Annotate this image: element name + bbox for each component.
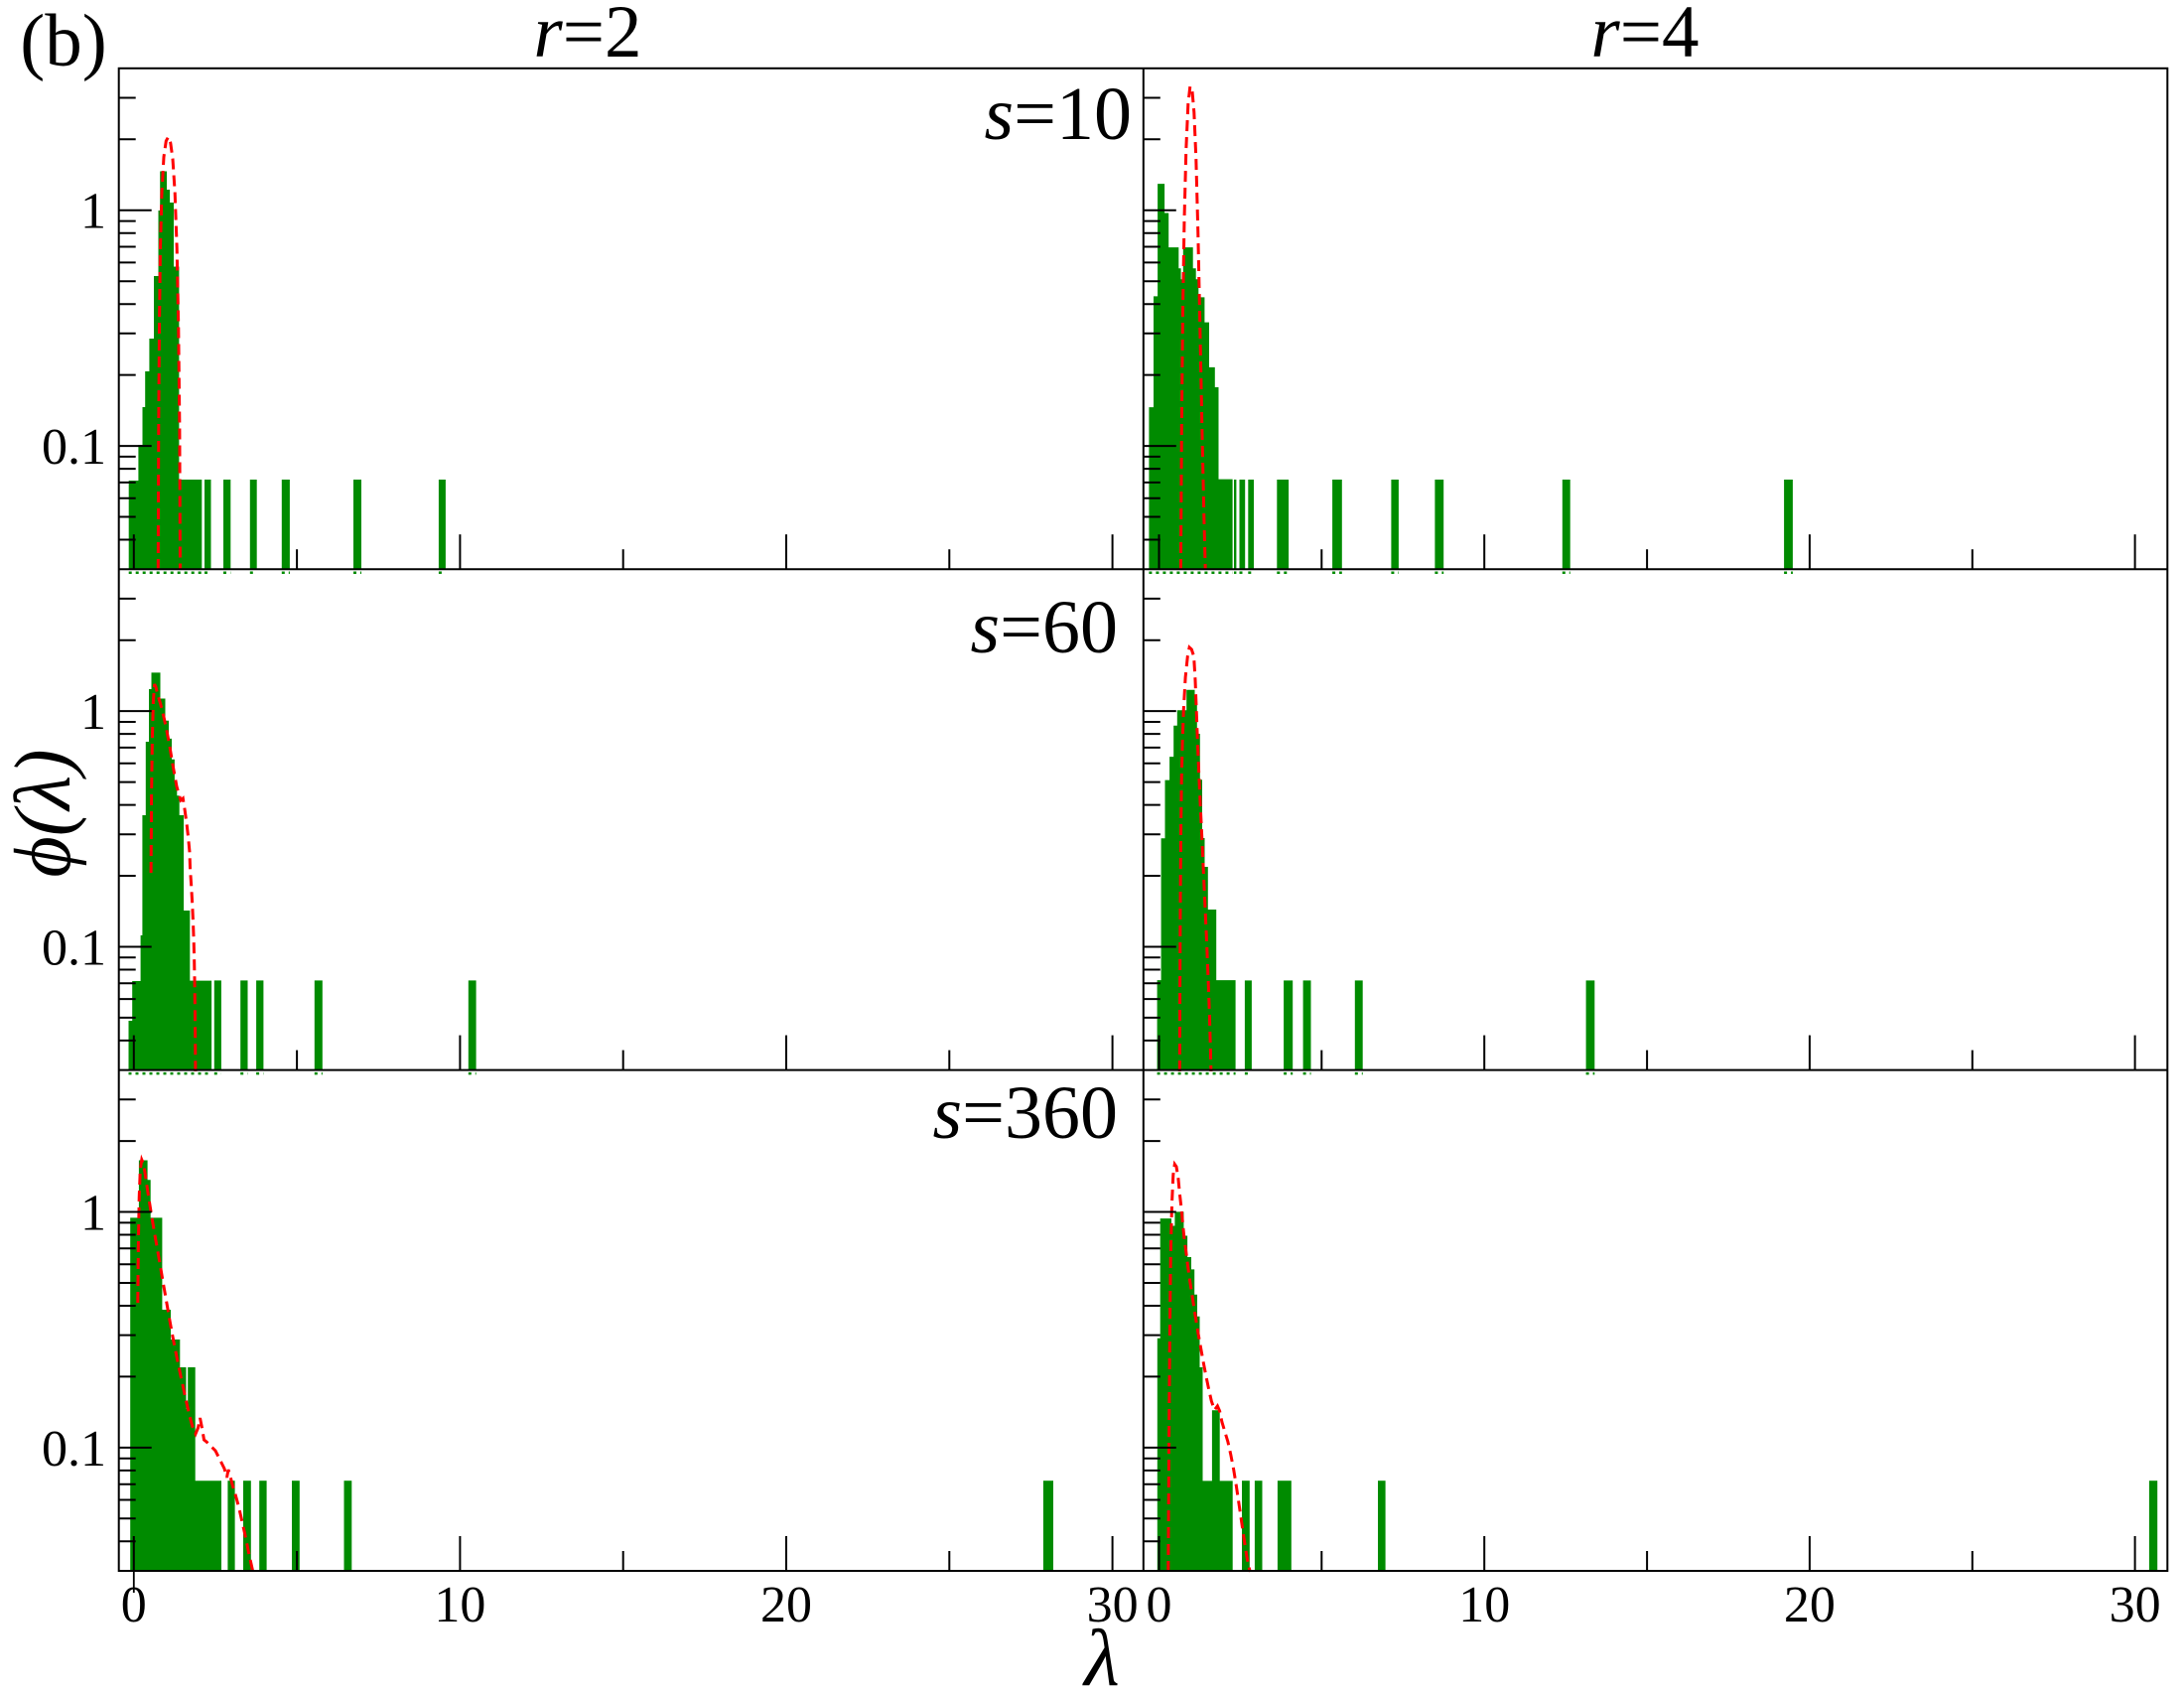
svg-text:20: 20 [760, 1577, 812, 1633]
svg-text:1: 1 [80, 1186, 106, 1242]
svg-text:0.1: 0.1 [42, 1421, 106, 1478]
svg-text:10: 10 [434, 1577, 485, 1633]
svg-text:1: 1 [80, 684, 106, 741]
svg-text:0: 0 [1147, 1577, 1172, 1633]
svg-text:10: 10 [1458, 1577, 1510, 1633]
svg-text:1: 1 [80, 184, 106, 240]
svg-text:s=10: s=10 [985, 72, 1132, 156]
svg-text:r=2: r=2 [534, 0, 642, 73]
svg-text:20: 20 [1784, 1577, 1836, 1633]
svg-text:0.1: 0.1 [42, 419, 106, 476]
svg-text:s=360: s=360 [933, 1071, 1118, 1155]
svg-text:r=4: r=4 [1591, 0, 1700, 73]
svg-text:30: 30 [1087, 1577, 1139, 1633]
svg-text:0: 0 [121, 1577, 147, 1633]
svg-text:ϕ(λ): ϕ(λ) [0, 749, 87, 877]
svg-text:30: 30 [2110, 1577, 2161, 1633]
svg-text:0.1: 0.1 [42, 920, 106, 977]
svg-text:s=60: s=60 [971, 586, 1118, 669]
svg-text:(b): (b) [20, 0, 106, 82]
svg-text:λ: λ [1082, 1613, 1120, 1688]
